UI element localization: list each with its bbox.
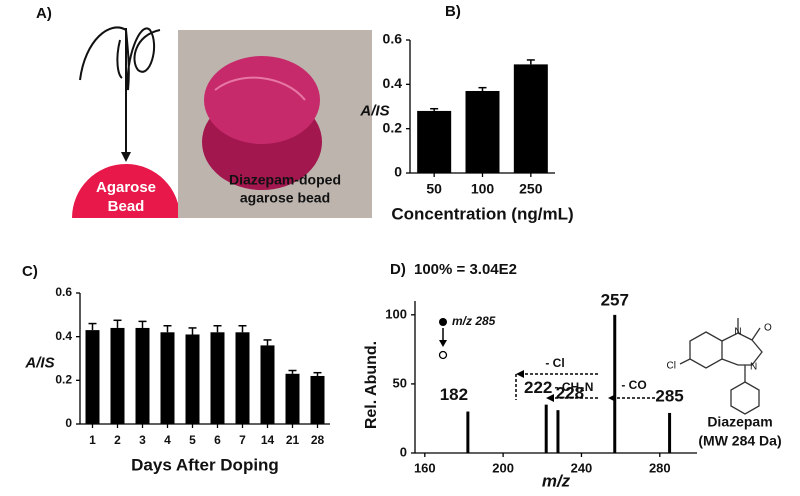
x-tick-label: 14 — [261, 433, 275, 447]
x-tick-label: 4 — [164, 433, 171, 447]
bar — [110, 327, 125, 424]
x-tick-label: 280 — [649, 460, 671, 475]
marker — [439, 318, 447, 326]
x-tick-label: 100 — [471, 181, 495, 197]
y-tick-label: 0.4 — [383, 75, 403, 91]
bar — [465, 90, 500, 173]
bar — [235, 332, 250, 424]
bead-photo — [204, 56, 320, 144]
atom: N — [750, 362, 757, 373]
panel-label: D) — [390, 261, 406, 278]
bar — [185, 334, 200, 424]
bar — [135, 327, 150, 424]
atom: N — [734, 327, 741, 338]
peak-label: 222 — [524, 378, 552, 397]
annotation: - CO — [621, 378, 646, 392]
x-tick-label: 21 — [286, 433, 300, 447]
compound-name: Diazepam — [707, 414, 772, 430]
x-tick-label: 250 — [519, 181, 543, 197]
panel-label: A) — [36, 5, 52, 22]
arrow-head — [439, 340, 447, 347]
subtitle: 100% = 3.04E2 — [414, 261, 517, 278]
y-tick-label: 0.2 — [55, 373, 72, 387]
arrow-head — [546, 394, 554, 402]
x-tick-label: 3 — [139, 433, 146, 447]
x-tick-label: 6 — [214, 433, 221, 447]
needle-drawing — [79, 26, 161, 160]
peak-label: 285 — [655, 386, 683, 405]
arrow-head — [608, 394, 616, 402]
bead-label: Bead — [108, 198, 145, 215]
x-tick-label: 160 — [414, 460, 436, 475]
y-tick-label: 0 — [400, 444, 407, 459]
x-tick-label: 240 — [571, 460, 593, 475]
bar — [210, 332, 225, 424]
bead-photo — [214, 76, 306, 101]
bar — [160, 332, 175, 424]
x-tick-label: 7 — [239, 433, 246, 447]
x-tick-label: 1 — [89, 433, 96, 447]
bar — [513, 64, 548, 173]
photo-caption: agarose bead — [240, 190, 330, 206]
bar — [417, 110, 452, 173]
peak-label: 257 — [601, 290, 629, 309]
y-tick-label: 0.6 — [383, 31, 403, 47]
y-tick-label: 100 — [385, 306, 407, 321]
peak-label: 182 — [440, 385, 468, 404]
atom: Cl — [667, 361, 676, 372]
x-tick-label: 2 — [114, 433, 121, 447]
bar — [260, 345, 275, 424]
x-axis-label: Concentration (ng/mL) — [391, 204, 573, 223]
annotation: - Cl — [545, 356, 564, 370]
x-tick-label: 50 — [426, 181, 442, 197]
y-tick-label: 50 — [393, 375, 407, 390]
y-tick-label: 0.6 — [55, 285, 72, 299]
x-tick-label: 28 — [311, 433, 325, 447]
structure — [679, 318, 763, 415]
bar — [85, 330, 100, 424]
y-axis-label: Rel. Abund. — [363, 341, 380, 429]
panel-label: C) — [22, 263, 38, 280]
y-axis-label: A/IS — [359, 102, 389, 119]
y-tick-label: 0.4 — [55, 329, 72, 343]
x-axis-label: m/z — [542, 471, 571, 490]
compound-mw: (MW 284 Da) — [698, 433, 781, 449]
annotation: m/z 285 — [452, 314, 496, 328]
bar — [310, 375, 325, 424]
x-tick-label: 200 — [492, 460, 514, 475]
annotation: - CH₃N — [555, 380, 594, 394]
bar — [285, 373, 300, 424]
marker — [438, 350, 448, 360]
bead-label: Agarose — [96, 179, 156, 196]
y-tick-label: 0 — [65, 416, 72, 430]
y-tick-label: 0 — [394, 164, 402, 180]
y-tick-label: 0.2 — [383, 119, 403, 135]
x-axis-label: Days After Doping — [131, 455, 279, 474]
arrow-head — [121, 152, 131, 162]
arrow-head — [516, 370, 524, 378]
atom: O — [764, 323, 772, 334]
agarose-bead-icon — [72, 164, 180, 218]
y-axis-label: A/IS — [24, 354, 54, 371]
photo-caption: Diazepam-doped — [229, 172, 341, 188]
x-tick-label: 5 — [189, 433, 196, 447]
panel-label: B) — [445, 3, 461, 20]
